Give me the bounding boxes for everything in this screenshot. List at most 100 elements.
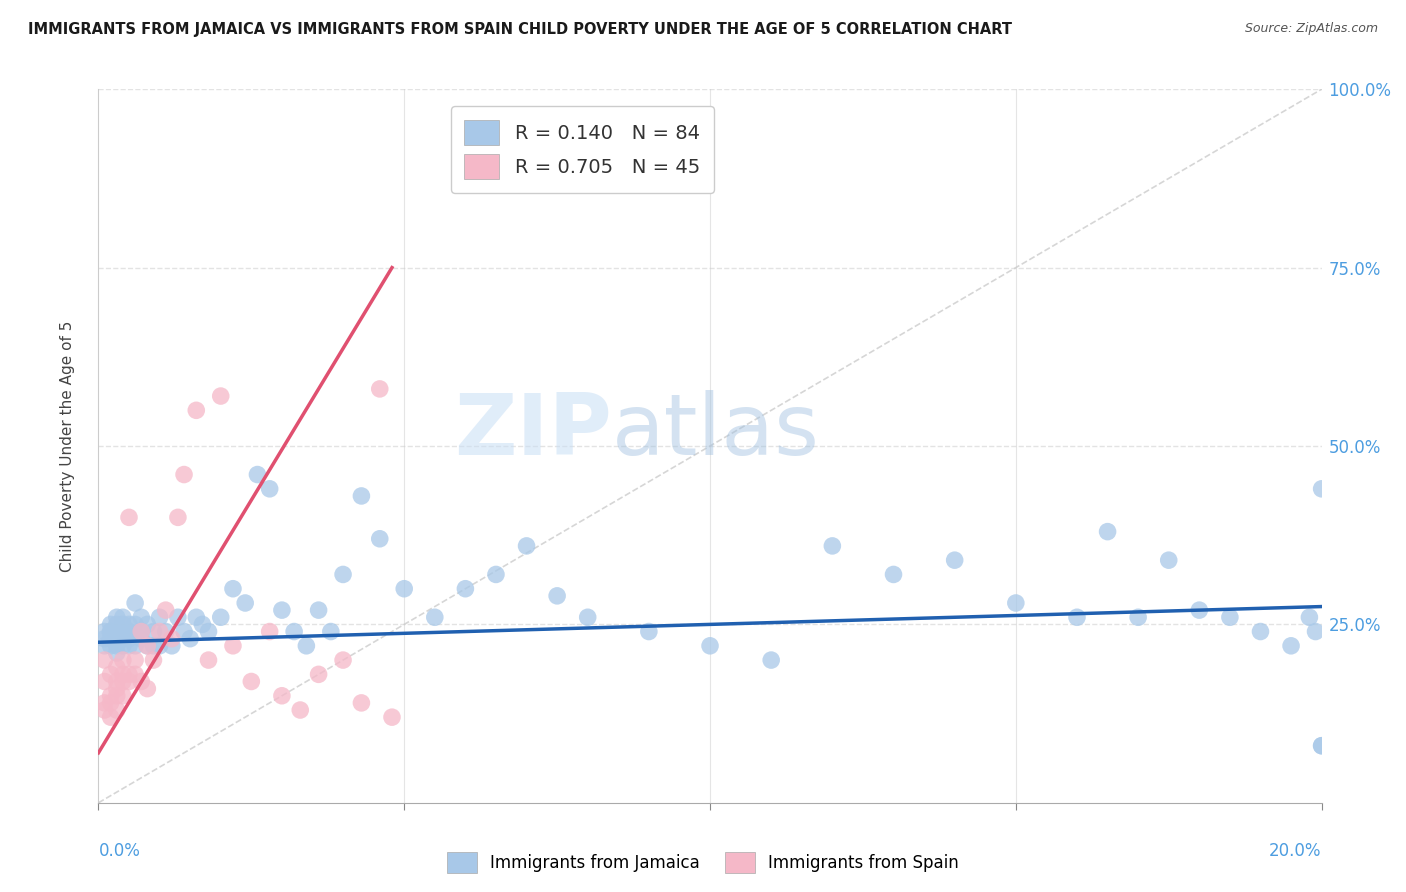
Point xyxy=(197,624,219,639)
Point xyxy=(155,603,177,617)
Point xyxy=(111,689,134,703)
Point xyxy=(105,646,128,660)
Point xyxy=(124,639,146,653)
Point xyxy=(160,632,183,646)
Point xyxy=(1249,624,1271,639)
Point xyxy=(516,539,538,553)
Point xyxy=(240,674,263,689)
Point xyxy=(142,639,165,653)
Point xyxy=(392,582,416,596)
Point xyxy=(1128,610,1150,624)
Point xyxy=(118,510,141,524)
Point xyxy=(100,632,122,646)
Point xyxy=(105,624,128,639)
Point xyxy=(222,582,245,596)
Point xyxy=(136,639,159,653)
Point xyxy=(118,617,141,632)
Point xyxy=(105,703,128,717)
Point xyxy=(124,653,146,667)
Point xyxy=(1279,639,1302,653)
Point xyxy=(209,389,232,403)
Point xyxy=(246,467,269,482)
Point xyxy=(368,532,391,546)
Point xyxy=(381,710,404,724)
Point xyxy=(1066,610,1088,624)
Point xyxy=(576,610,599,624)
Point xyxy=(100,689,122,703)
Point xyxy=(93,639,115,653)
Point xyxy=(93,696,115,710)
Point xyxy=(129,674,152,689)
Point xyxy=(883,567,905,582)
Point xyxy=(118,667,141,681)
Point xyxy=(222,639,245,653)
Point xyxy=(100,617,122,632)
Y-axis label: Child Poverty Under the Age of 5: Child Poverty Under the Age of 5 xyxy=(60,320,75,572)
Point xyxy=(186,610,208,624)
Point xyxy=(173,624,195,639)
Point xyxy=(1310,739,1333,753)
Point xyxy=(1310,482,1333,496)
Point xyxy=(699,639,721,653)
Point xyxy=(100,710,122,724)
Point xyxy=(105,632,128,646)
Point xyxy=(100,624,122,639)
Point xyxy=(93,703,115,717)
Text: ZIP: ZIP xyxy=(454,390,612,474)
Point xyxy=(197,653,219,667)
Point xyxy=(233,596,256,610)
Point xyxy=(1298,610,1320,624)
Point xyxy=(821,539,844,553)
Point xyxy=(136,617,159,632)
Text: 20.0%: 20.0% xyxy=(1270,842,1322,860)
Point xyxy=(129,610,152,624)
Point xyxy=(1305,624,1327,639)
Point xyxy=(290,703,312,717)
Point xyxy=(100,696,122,710)
Point xyxy=(142,624,165,639)
Point xyxy=(93,674,115,689)
Point xyxy=(118,674,141,689)
Point xyxy=(319,624,342,639)
Point xyxy=(1188,603,1211,617)
Point xyxy=(485,567,508,582)
Point xyxy=(105,660,128,674)
Point xyxy=(350,696,373,710)
Point xyxy=(118,639,141,653)
Point xyxy=(111,653,134,667)
Legend: Immigrants from Jamaica, Immigrants from Spain: Immigrants from Jamaica, Immigrants from… xyxy=(440,846,966,880)
Point xyxy=(149,624,172,639)
Text: atlas: atlas xyxy=(612,390,820,474)
Point xyxy=(167,510,190,524)
Point xyxy=(124,617,146,632)
Point xyxy=(179,632,201,646)
Point xyxy=(1219,610,1241,624)
Point xyxy=(124,596,146,610)
Point xyxy=(308,603,330,617)
Point xyxy=(105,639,128,653)
Point xyxy=(118,632,141,646)
Point xyxy=(1157,553,1180,567)
Point xyxy=(454,582,477,596)
Point xyxy=(637,624,661,639)
Point xyxy=(149,639,172,653)
Point xyxy=(167,610,190,624)
Point xyxy=(136,681,159,696)
Point xyxy=(105,617,128,632)
Point xyxy=(209,610,232,624)
Point xyxy=(1004,596,1026,610)
Point xyxy=(111,610,134,624)
Point xyxy=(93,624,115,639)
Point xyxy=(129,624,152,639)
Point xyxy=(1310,739,1333,753)
Point xyxy=(149,610,172,624)
Point xyxy=(118,624,141,639)
Point xyxy=(111,674,134,689)
Point xyxy=(546,589,568,603)
Point xyxy=(111,667,134,681)
Legend: R = 0.140   N = 84, R = 0.705   N = 45: R = 0.140 N = 84, R = 0.705 N = 45 xyxy=(451,106,714,193)
Point xyxy=(259,624,281,639)
Point xyxy=(111,632,134,646)
Point xyxy=(124,667,146,681)
Point xyxy=(423,610,446,624)
